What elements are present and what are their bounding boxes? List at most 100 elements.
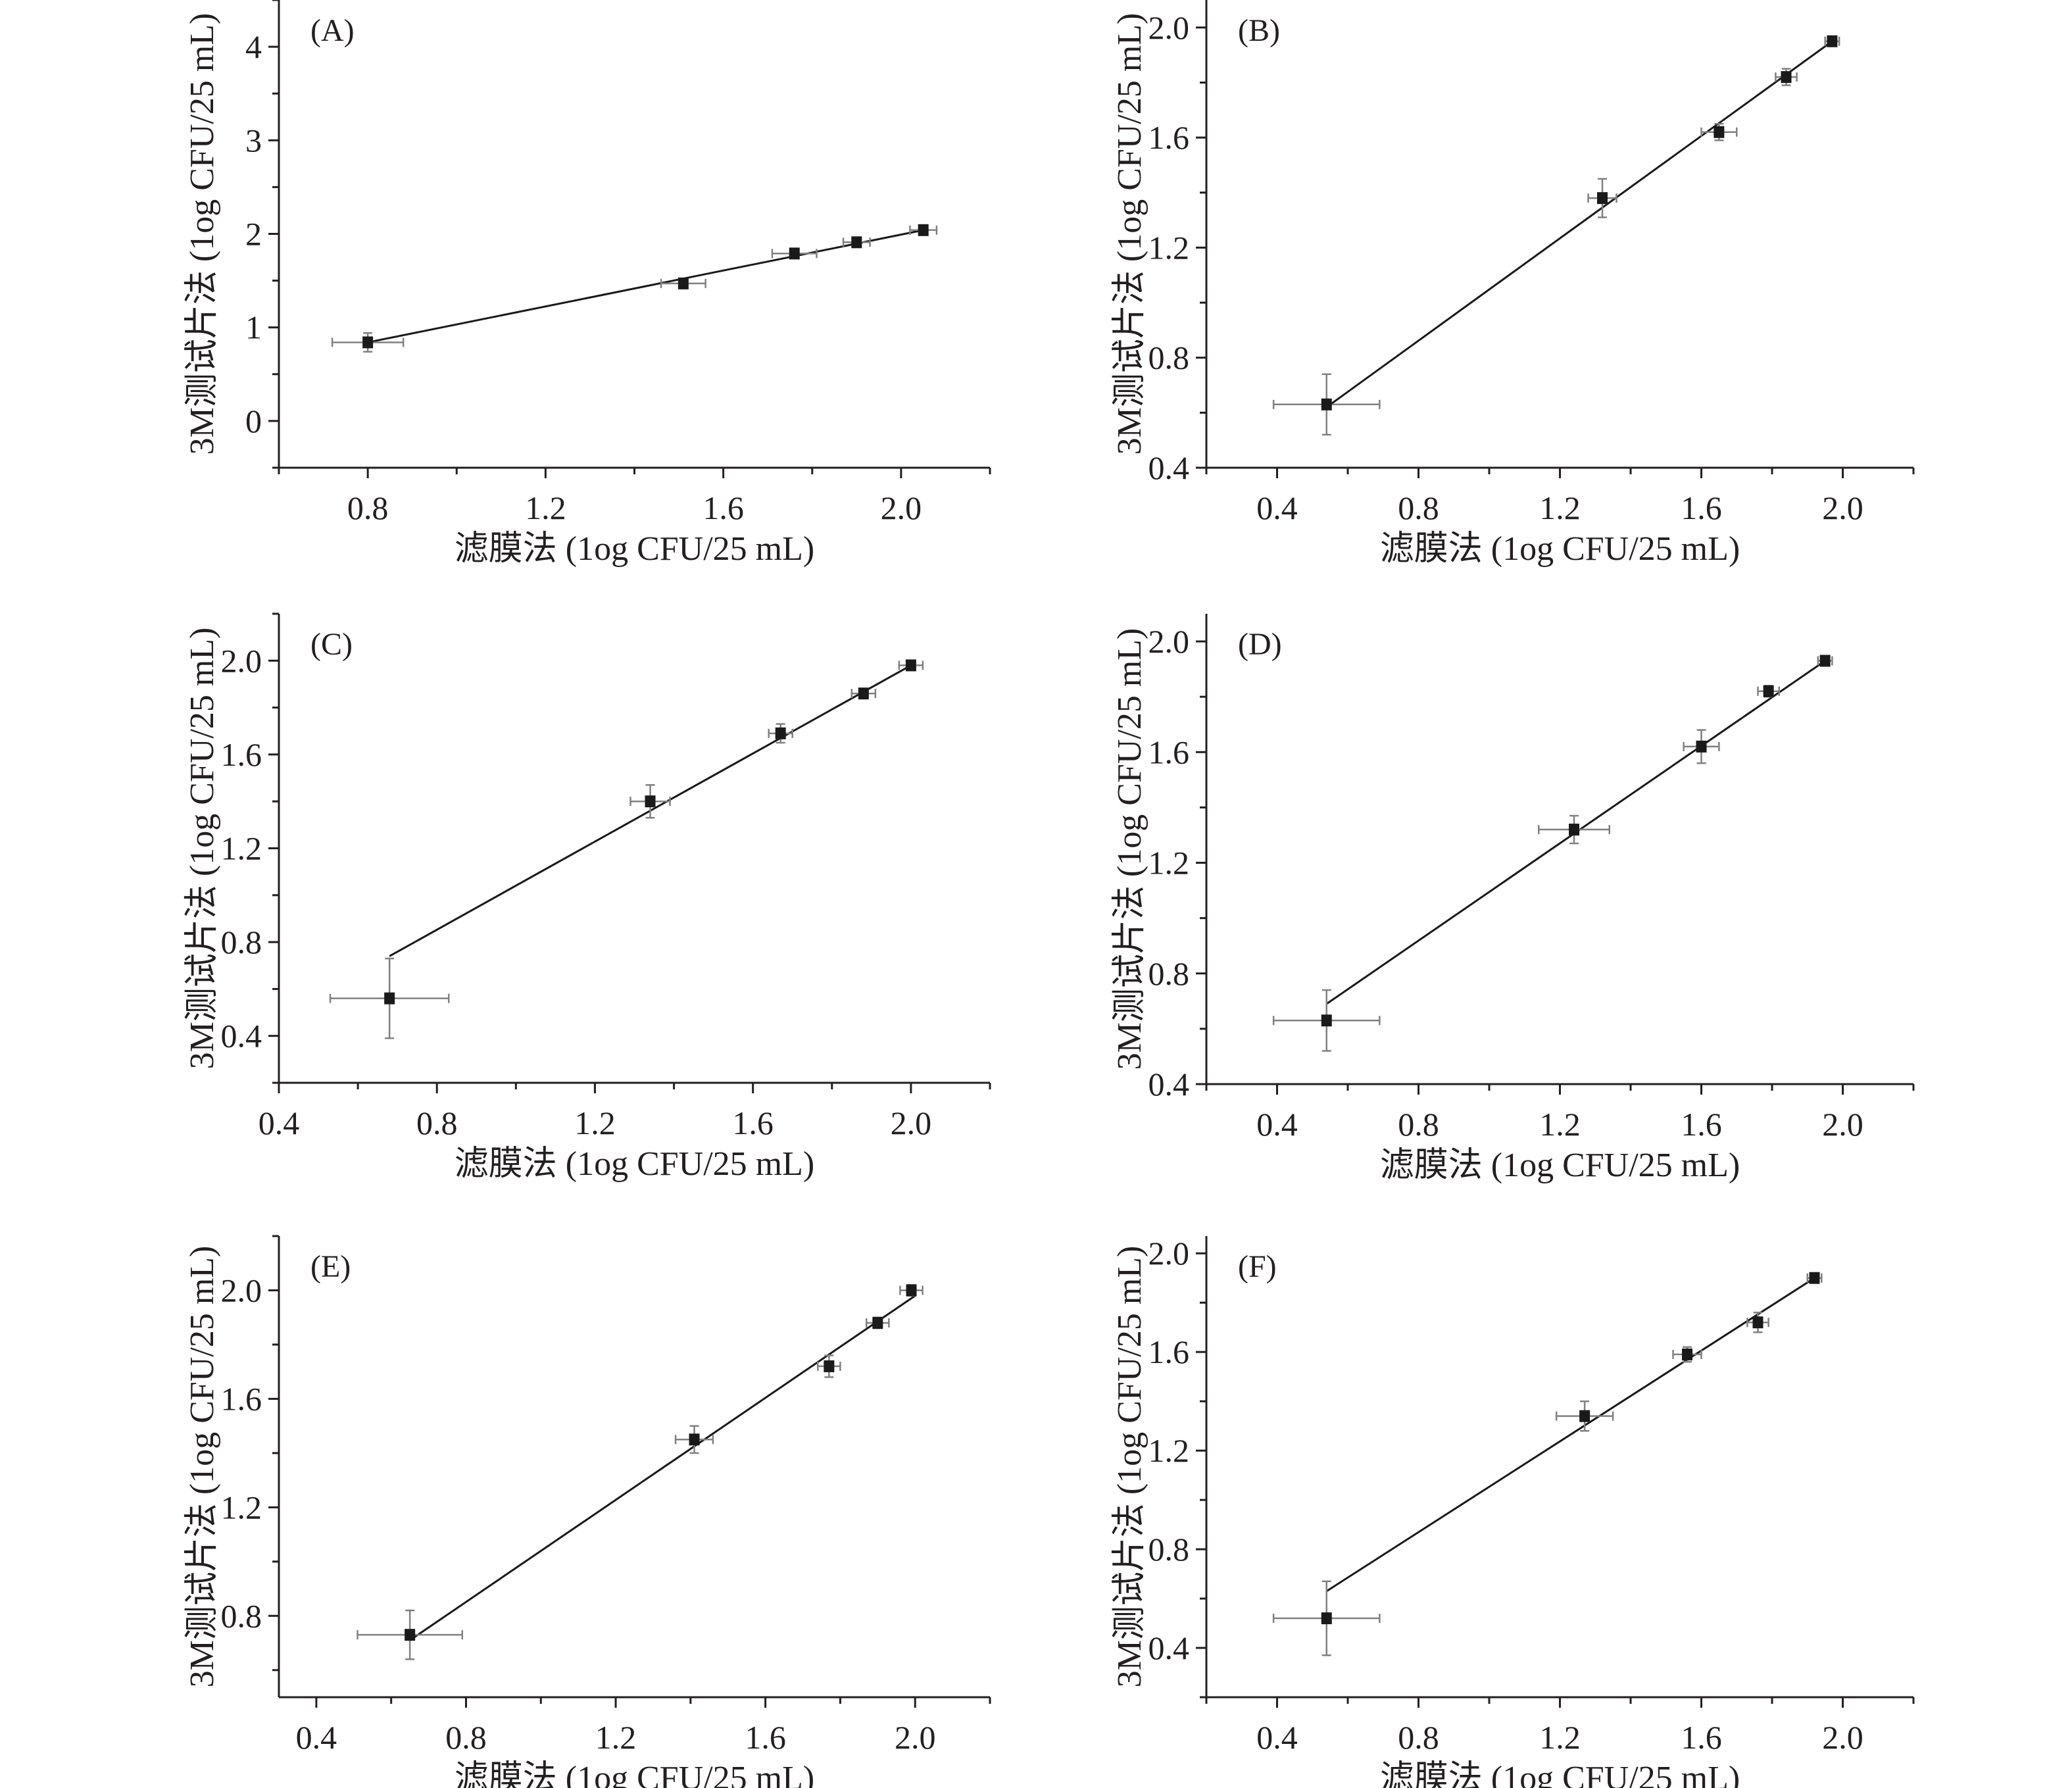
square-marker	[405, 1629, 416, 1641]
x-tick-label: 1.6	[732, 1105, 774, 1141]
data-point	[842, 236, 871, 249]
square-marker	[824, 1360, 835, 1372]
panel-c: 0.4 0.8 1.2 1.6 2.0 0.4 0.8 1.2 1.6 2.0 滤膜法 (1og C…	[184, 612, 991, 1183]
data-point	[1746, 1311, 1769, 1333]
data-point	[899, 1283, 924, 1297]
x-tick-label: 0.8	[1398, 1719, 1439, 1756]
data-point	[851, 687, 877, 700]
data-point	[1272, 1580, 1381, 1656]
y-tick-label: 1.6	[1148, 119, 1190, 156]
square-marker	[1827, 35, 1838, 47]
y-tick-label: 2.0	[221, 642, 262, 679]
y-tick-label: 1.2	[1148, 845, 1190, 882]
y-tick-label: 0.4	[1148, 449, 1190, 486]
x-axis-label: 滤膜法 (1og CFU/25 mL)	[455, 1145, 814, 1183]
x-tick-label: 1.2	[595, 1719, 637, 1756]
x-tick-label: 0.8	[445, 1719, 487, 1756]
square-marker	[851, 236, 862, 249]
x-tick-label: 0.8	[1398, 489, 1439, 526]
square-marker	[1682, 1348, 1692, 1360]
data-point	[331, 332, 405, 353]
square-marker	[1321, 1612, 1332, 1625]
y-tick-label: 2.0	[1148, 1235, 1190, 1272]
y-tick-label: 3	[245, 122, 262, 159]
square-marker	[789, 247, 800, 260]
data-point	[1587, 178, 1617, 218]
square-marker	[689, 1433, 700, 1446]
y-tick-label: 0.4	[1148, 1629, 1190, 1666]
data-point	[1672, 1346, 1702, 1363]
y-tick-label: 0.8	[221, 924, 262, 960]
y-tick-label: 2.0	[1148, 623, 1190, 660]
data-point	[1700, 122, 1738, 141]
x-tick-label: 0.4	[296, 1719, 337, 1756]
data-point	[660, 277, 706, 289]
y-tick-label: 2	[245, 216, 262, 253]
square-marker	[872, 1316, 883, 1329]
square-marker	[645, 795, 656, 808]
data-point	[909, 224, 938, 236]
data-point	[357, 1609, 464, 1660]
y-tick-label: 1.6	[1148, 1333, 1190, 1370]
y-tick-label: 0.8	[1148, 1531, 1190, 1568]
data-point	[1817, 655, 1833, 667]
panel-b: 0.4 0.8 1.2 1.6 2.0 0.4 0.8 1.2 1.6 2.0 滤膜法 (1og C…	[1111, 0, 1915, 568]
y-tick-label: 1.6	[221, 1380, 262, 1417]
y-tick-label: 0.8	[1148, 339, 1190, 376]
square-marker	[1781, 71, 1792, 84]
x-tick-label: 1.6	[1681, 489, 1722, 526]
panel-label: (E)	[310, 1249, 351, 1284]
x-tick-label: 2.0	[1822, 1106, 1863, 1143]
data-point	[329, 957, 450, 1039]
y-tick-label: 1.6	[1148, 733, 1190, 770]
data-point	[1806, 1272, 1823, 1284]
panel-label: (C)	[310, 627, 353, 662]
y-tick-label: 0.8	[1148, 955, 1190, 992]
square-marker	[1819, 655, 1831, 667]
x-tick-label: 1.2	[574, 1105, 616, 1141]
x-tick-label: 1.2	[1539, 489, 1581, 526]
square-marker	[1809, 1272, 1820, 1284]
x-axis-label: 滤膜法 (1og CFU/25 mL)	[1380, 1147, 1740, 1184]
square-marker	[1569, 824, 1579, 836]
square-marker	[905, 659, 916, 672]
square-marker	[1763, 685, 1774, 697]
x-tick-label: 0.8	[347, 489, 389, 526]
square-marker	[1752, 1316, 1764, 1329]
y-axis-label: 3M测试片法 (1og CFU/25 mL)	[184, 1246, 221, 1688]
data-point	[629, 783, 671, 819]
square-marker	[678, 277, 689, 289]
y-axis-label: 3M测试片法 (1og CFU/25 mL)	[1111, 1246, 1148, 1688]
regression-line	[409, 1295, 916, 1641]
square-marker	[775, 727, 786, 739]
x-tick-label: 0.4	[1256, 489, 1298, 526]
square-marker	[1579, 1410, 1591, 1422]
regression-line	[1325, 1277, 1815, 1593]
y-axis-label: 3M测试片法 (1og CFU/25 mL)	[1111, 13, 1148, 455]
y-tick-label: 1.2	[221, 830, 262, 867]
square-marker	[1321, 398, 1332, 410]
x-tick-label: 0.8	[1398, 1106, 1439, 1143]
x-tick-label: 2.0	[895, 1719, 936, 1756]
square-marker	[906, 1284, 917, 1297]
y-tick-label: 1.6	[221, 736, 262, 773]
y-tick-label: 4	[245, 28, 262, 65]
panel-f: 0.4 0.8 1.2 1.6 2.0 0.4 0.8 1.2 1.6 2.0 滤膜法 (1og C…	[1111, 1235, 1915, 1788]
data-point	[674, 1425, 714, 1454]
data-point	[768, 723, 793, 744]
data-point	[1555, 1400, 1614, 1432]
data-point	[1683, 729, 1720, 764]
panel-e: 0.4 0.8 1.2 1.6 2.0 0.8 1.2 1.6 2.0 滤膜法 (1og CFU/…	[184, 1235, 991, 1788]
x-tick-label: 2.0	[891, 1105, 932, 1141]
x-tick-label: 2.0	[1822, 489, 1863, 526]
x-tick-label: 0.8	[416, 1105, 458, 1141]
square-marker	[384, 992, 395, 1005]
data-point	[1272, 989, 1381, 1052]
y-axis-label: 3M测试片法 (1og CFU/25 mL)	[184, 628, 221, 1070]
panel-a: 0.8 1.2 1.6 2.0 0 1 2 3 4 滤膜法 (1og CFU/25 mL) 3M测试…	[184, 0, 991, 568]
square-marker	[1321, 1014, 1332, 1027]
y-tick-label: 0	[245, 403, 262, 439]
x-tick-label: 1.2	[1539, 1719, 1581, 1756]
x-tick-label: 0.4	[1256, 1719, 1298, 1756]
